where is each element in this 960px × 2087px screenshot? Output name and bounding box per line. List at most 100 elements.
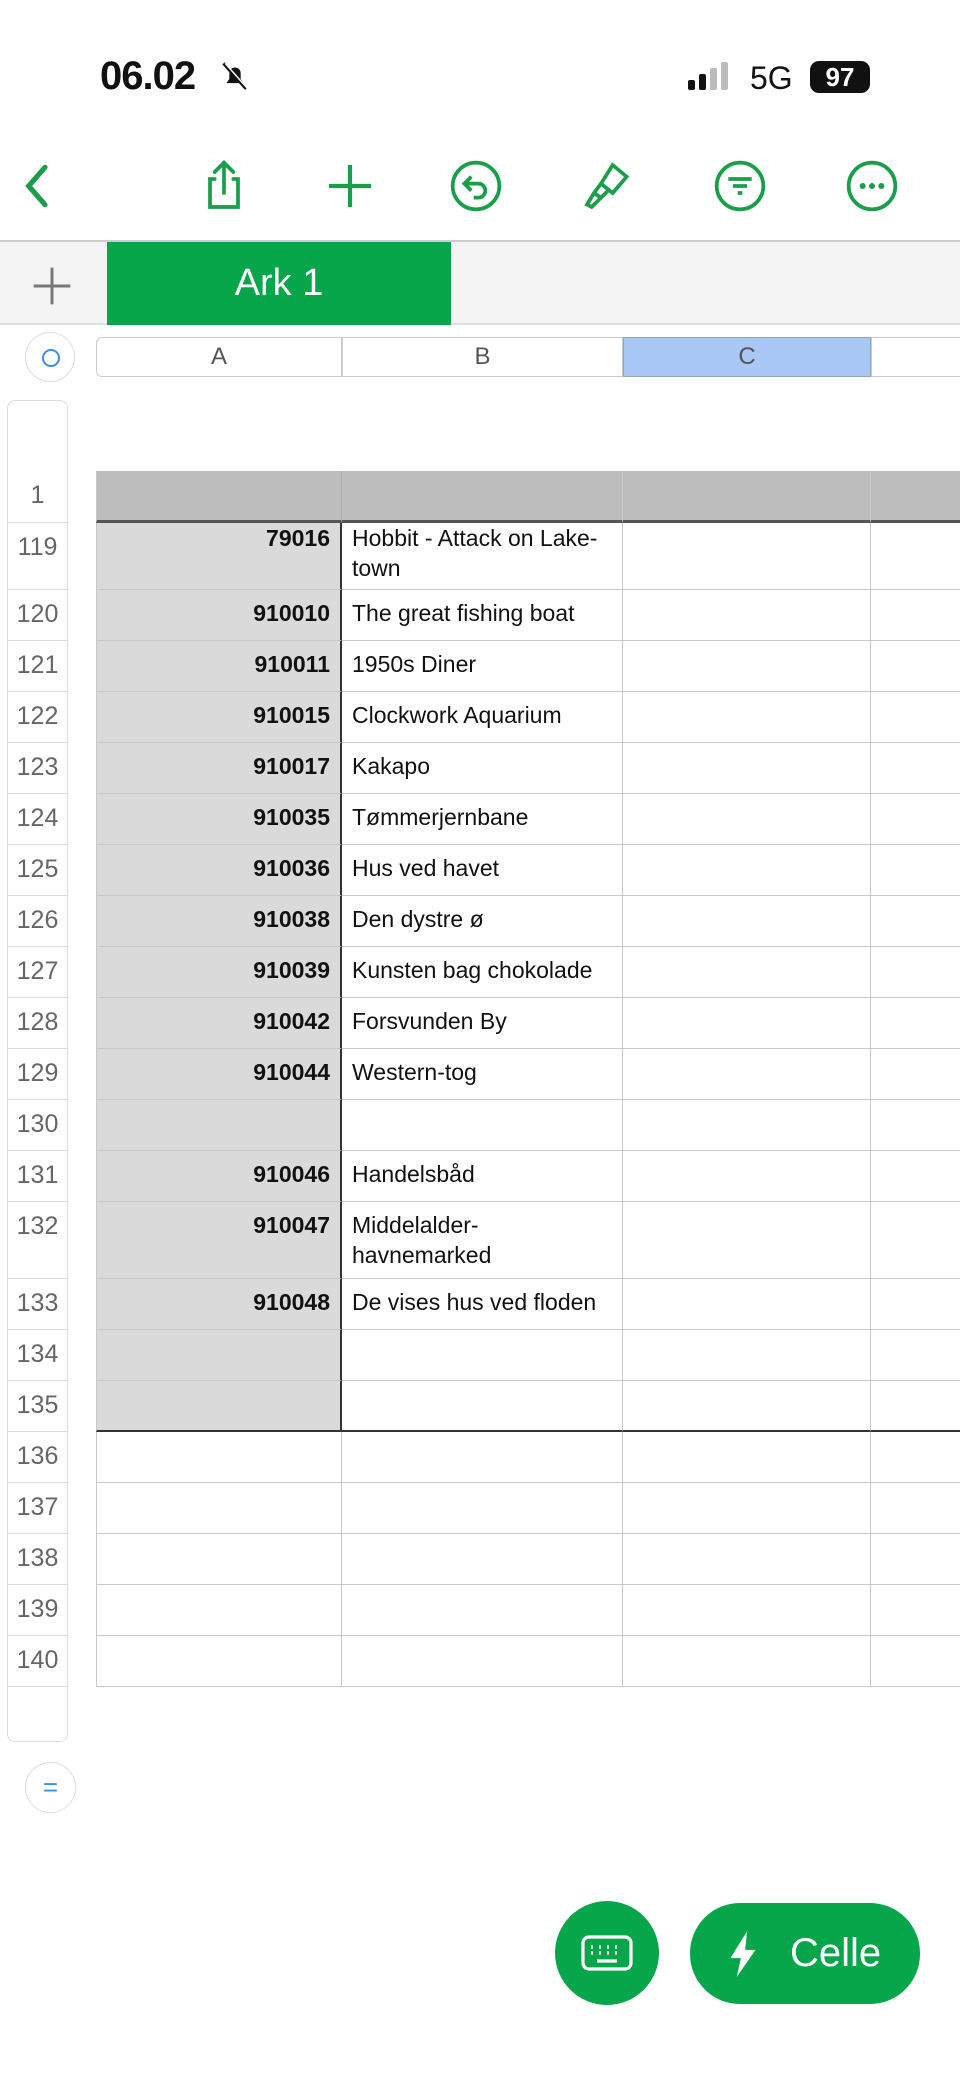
cell-b[interactable] (342, 1636, 623, 1687)
cell-a[interactable]: 910011 (96, 641, 342, 692)
cell-b[interactable] (342, 1432, 623, 1483)
row-number[interactable]: 119 (7, 523, 68, 590)
cell-d[interactable] (871, 692, 960, 743)
cell-a[interactable]: 910048 (96, 1279, 342, 1330)
row-number[interactable]: 134 (7, 1330, 68, 1381)
row-number[interactable]: 135 (7, 1381, 68, 1432)
share-icon[interactable] (196, 158, 252, 214)
cell-a[interactable]: 910017 (96, 743, 342, 794)
cell-b[interactable]: Clockwork Aquarium (342, 692, 623, 743)
row-number[interactable]: 130 (7, 1100, 68, 1151)
row-number[interactable]: 137 (7, 1483, 68, 1534)
row-number[interactable]: 123 (7, 743, 68, 794)
cell-a[interactable]: 910036 (96, 845, 342, 896)
cell-a[interactable]: 910042 (96, 998, 342, 1049)
cell-c[interactable] (623, 641, 871, 692)
cell-d[interactable] (871, 896, 960, 947)
row-number[interactable]: 121 (7, 641, 68, 692)
cell-c[interactable] (623, 1202, 871, 1279)
add-sheet-icon[interactable] (30, 264, 74, 308)
paintbrush-icon[interactable] (580, 158, 636, 214)
cell-b[interactable] (342, 1100, 623, 1151)
cell-d[interactable] (871, 1636, 960, 1687)
row-number[interactable]: 125 (7, 845, 68, 896)
cell-d[interactable] (871, 1049, 960, 1100)
cell-c[interactable] (623, 998, 871, 1049)
cell-d[interactable] (871, 1432, 960, 1483)
cell-c[interactable] (623, 743, 871, 794)
cell-b[interactable]: De vises hus ved floden (342, 1279, 623, 1330)
cell-b[interactable]: The great fishing boat (342, 590, 623, 641)
cell-d[interactable] (871, 947, 960, 998)
cell-d[interactable] (871, 845, 960, 896)
row-number[interactable]: 127 (7, 947, 68, 998)
cell-a[interactable] (96, 1483, 342, 1534)
cell-b[interactable] (342, 1483, 623, 1534)
cell-d[interactable] (871, 1534, 960, 1585)
column-header-d[interactable] (871, 337, 960, 377)
cell-b[interactable]: Western-tog (342, 1049, 623, 1100)
cell[interactable] (623, 471, 871, 523)
cell-a[interactable] (96, 1432, 342, 1483)
cell-c[interactable] (623, 1049, 871, 1100)
cell-d[interactable] (871, 743, 960, 794)
cell-d[interactable] (871, 1100, 960, 1151)
cell-a[interactable]: 79016 (96, 523, 342, 590)
cell-c[interactable] (623, 1151, 871, 1202)
filter-icon[interactable] (712, 158, 768, 214)
column-header-a[interactable]: A (96, 337, 342, 377)
cell-a[interactable]: 910044 (96, 1049, 342, 1100)
cell-d[interactable] (871, 1381, 960, 1432)
column-header-c[interactable]: C (623, 337, 871, 377)
cell-b[interactable]: Hobbit - Attack on Lake-town (342, 523, 623, 590)
undo-icon[interactable] (448, 158, 504, 214)
cell-b[interactable]: Handelsbåd (342, 1151, 623, 1202)
cell-b[interactable]: Kunsten bag chokolade (342, 947, 623, 998)
cell-d[interactable] (871, 1483, 960, 1534)
cell-a[interactable]: 910047 (96, 1202, 342, 1279)
cell[interactable] (871, 471, 960, 523)
row-number[interactable]: 139 (7, 1585, 68, 1636)
back-chevron-icon[interactable] (10, 158, 66, 214)
select-table-button[interactable] (25, 332, 75, 382)
keyboard-button[interactable] (555, 1901, 659, 2005)
cell-b[interactable]: Den dystre ø (342, 896, 623, 947)
row-number[interactable]: 122 (7, 692, 68, 743)
row-number[interactable]: 120 (7, 590, 68, 641)
row-number[interactable]: 126 (7, 896, 68, 947)
cell-d[interactable] (871, 1279, 960, 1330)
cell-b[interactable]: Middelalder-havnemarked (342, 1202, 623, 1279)
cell-c[interactable] (623, 794, 871, 845)
cell-b[interactable] (342, 1330, 623, 1381)
more-icon[interactable] (844, 158, 900, 214)
row-number[interactable]: 133 (7, 1279, 68, 1330)
cell-c[interactable] (623, 1330, 871, 1381)
cell[interactable] (342, 471, 623, 523)
cell-d[interactable] (871, 590, 960, 641)
cell-a[interactable]: 910010 (96, 590, 342, 641)
cell-c[interactable] (623, 947, 871, 998)
row-number[interactable]: 128 (7, 998, 68, 1049)
cell-b[interactable]: Hus ved havet (342, 845, 623, 896)
row-number[interactable]: 131 (7, 1151, 68, 1202)
cell-b[interactable] (342, 1534, 623, 1585)
cell-a[interactable]: 910035 (96, 794, 342, 845)
cell-actions-button[interactable]: Celle (690, 1903, 920, 2004)
cell-a[interactable] (96, 1534, 342, 1585)
cell-c[interactable] (623, 1100, 871, 1151)
cell-b[interactable]: Tømmerjernbane (342, 794, 623, 845)
cell-c[interactable] (623, 896, 871, 947)
cell-a[interactable] (96, 1381, 342, 1432)
cell-a[interactable] (96, 1585, 342, 1636)
column-header-b[interactable]: B (342, 337, 623, 377)
row-number[interactable]: 124 (7, 794, 68, 845)
cell-c[interactable] (623, 523, 871, 590)
cell-c[interactable] (623, 590, 871, 641)
cell-a[interactable]: 910039 (96, 947, 342, 998)
cell-d[interactable] (871, 998, 960, 1049)
cell-b[interactable] (342, 1381, 623, 1432)
cell-a[interactable]: 910015 (96, 692, 342, 743)
cell-d[interactable] (871, 641, 960, 692)
cell-c[interactable] (623, 1636, 871, 1687)
row-number[interactable]: 138 (7, 1534, 68, 1585)
